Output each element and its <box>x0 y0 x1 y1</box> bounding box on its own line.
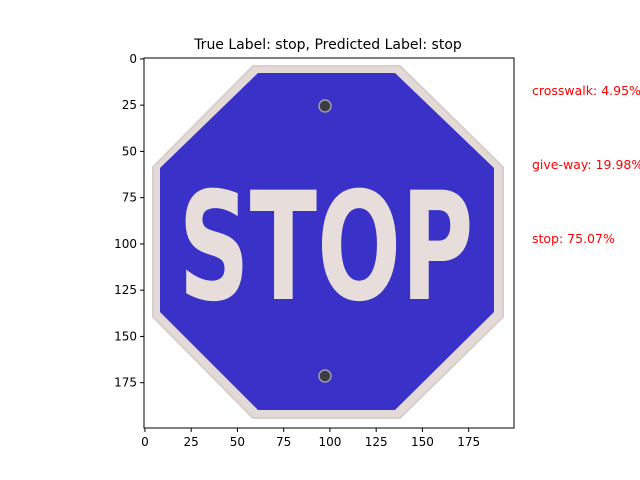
y-tick-label: 0 <box>129 52 137 66</box>
y-tick-label: 150 <box>114 329 137 343</box>
x-axis: 0 25 50 75 100 125 150 175 <box>141 428 480 449</box>
prediction-give-way: give-way: 19.98% <box>532 157 640 172</box>
x-tick-label: 50 <box>230 435 245 449</box>
prediction-list: crosswalk: 4.95% give-way: 19.98% stop: 75… <box>532 83 640 246</box>
sign-face <box>160 73 494 410</box>
chart-title: True Label: stop, Predicted Label: stop <box>193 37 462 53</box>
axes-frame <box>143 57 515 429</box>
x-tick-label: 75 <box>276 435 291 449</box>
sign-text: STOP <box>179 161 474 335</box>
sign-image: STOP <box>144 58 514 428</box>
y-tick-label: 175 <box>114 376 137 390</box>
x-tick-label: 150 <box>411 435 434 449</box>
y-tick-label: 75 <box>122 191 137 205</box>
x-tick-label: 175 <box>457 435 480 449</box>
y-axis: 0 25 50 75 100 125 150 175 <box>114 52 144 390</box>
top-bolt <box>318 99 332 113</box>
x-tick-label: 25 <box>184 435 199 449</box>
x-tick-label: 0 <box>141 435 149 449</box>
y-tick-label: 100 <box>114 237 137 251</box>
bottom-bolt <box>318 369 332 383</box>
x-tick-label: 100 <box>318 435 341 449</box>
y-tick-label: 25 <box>122 98 137 112</box>
prediction-crosswalk: crosswalk: 4.95% <box>532 83 640 98</box>
x-tick-label: 125 <box>365 435 388 449</box>
y-tick-label: 125 <box>114 283 137 297</box>
y-tick-label: 50 <box>122 144 137 158</box>
prediction-stop: stop: 75.07% <box>532 231 615 246</box>
